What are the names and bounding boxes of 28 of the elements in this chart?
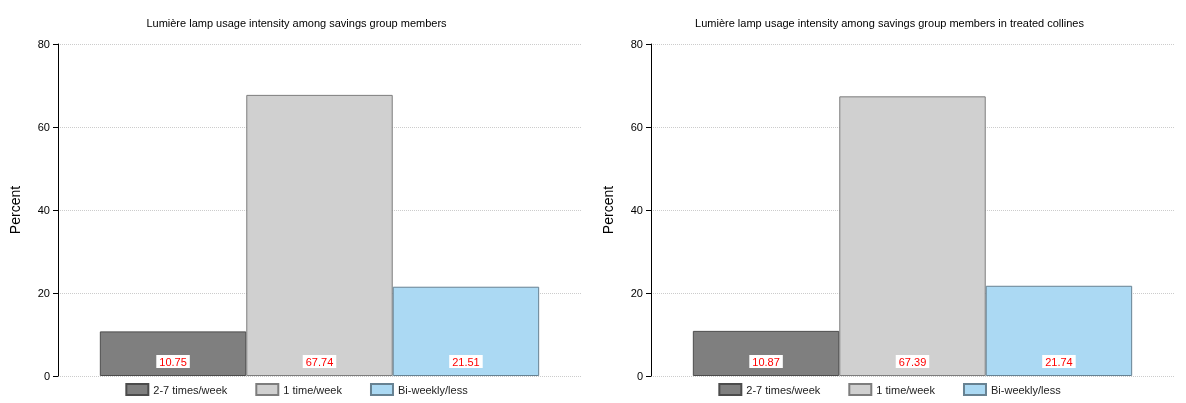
data-label: 10.75 <box>159 355 187 368</box>
y-axis-title: Percent <box>600 185 616 235</box>
y-tick-label: 0 <box>636 370 643 382</box>
bar <box>392 286 540 376</box>
legend-label: Bi-weekly/less <box>990 383 1062 396</box>
y-tick-label: 20 <box>37 287 50 299</box>
data-label: 21.51 <box>452 355 480 368</box>
data-label: 10.87 <box>752 355 780 368</box>
legend-label: 2-7 times/week <box>153 383 228 396</box>
chart-title: Lumière lamp usage intensity among savings group members <box>146 16 448 29</box>
legend-label: 2-7 times/week <box>746 383 821 396</box>
y-tick-label: 40 <box>37 204 50 216</box>
y-tick-label: 60 <box>630 121 643 133</box>
y-tick-label: 80 <box>37 38 50 50</box>
data-label: 67.74 <box>305 355 334 368</box>
y-tick-label: 0 <box>43 370 50 382</box>
y-tick-label: 40 <box>630 204 643 216</box>
bar <box>985 285 1133 376</box>
y-tick-label: 80 <box>630 38 643 50</box>
data-label: 21.74 <box>1045 355 1073 368</box>
y-tick-label: 20 <box>630 287 643 299</box>
legend-label: 1 time/week <box>283 383 343 396</box>
y-tick-label: 60 <box>37 121 50 133</box>
legend-label: Bi-weekly/less <box>397 383 469 396</box>
chart-title: Lumière lamp usage intensity among savings group members in treated collines <box>695 16 1085 29</box>
data-label: 67.39 <box>898 355 927 368</box>
legend-label: 1 time/week <box>876 383 936 396</box>
y-axis-title: Percent <box>7 185 23 235</box>
